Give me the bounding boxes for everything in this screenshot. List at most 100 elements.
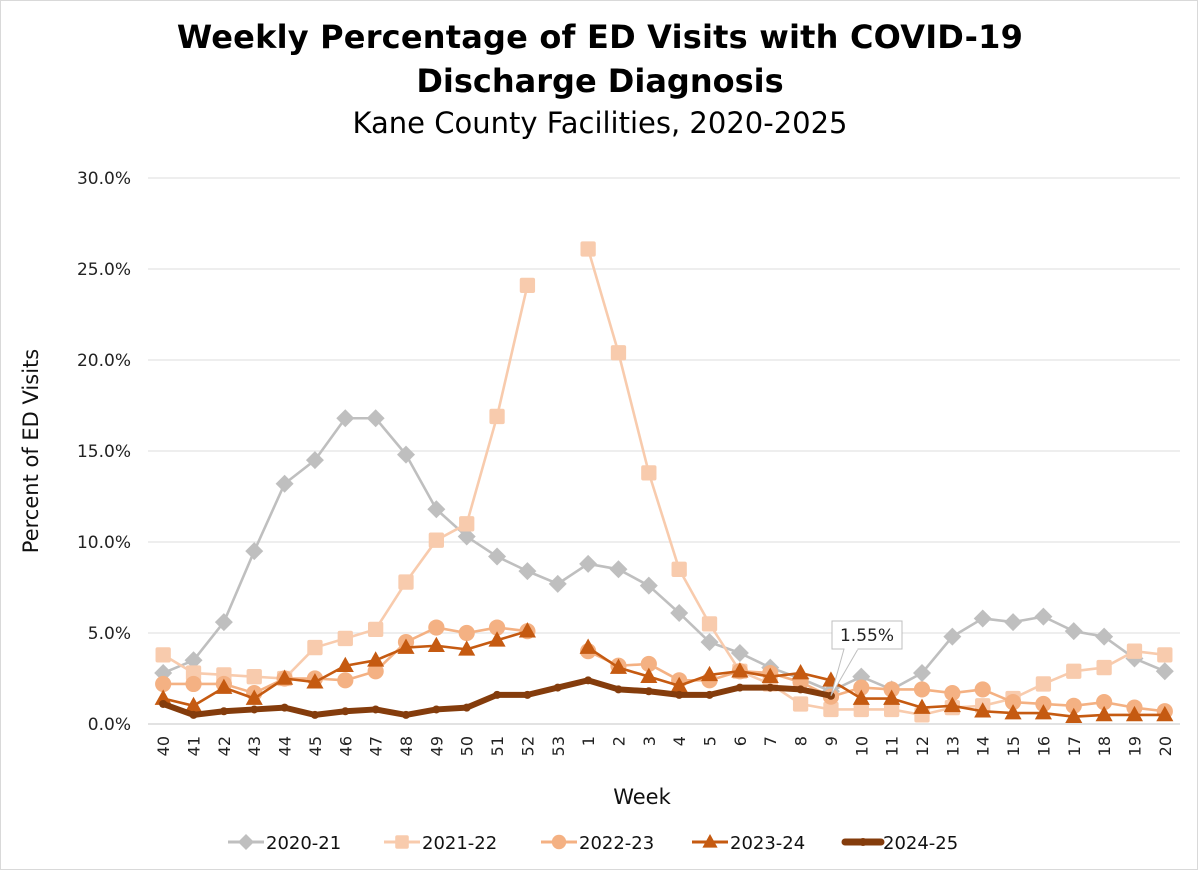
data-point [488,547,507,566]
x-tick-label: 15 [1004,736,1023,756]
x-tick-label: 13 [943,736,962,756]
x-tick-label: 9 [822,736,841,746]
legend-marker [395,835,409,849]
callout-label: 1.55% [840,626,894,646]
x-tick-label: 4 [670,736,689,746]
data-point [250,705,259,714]
data-point [1004,704,1022,720]
data-point [184,651,203,670]
legend-label: 2023-24 [730,833,805,854]
data-point [398,574,414,590]
data-point [735,683,744,692]
x-tick-label: 16 [1034,736,1053,756]
x-tick-label: 43 [245,736,264,756]
data-point [428,532,445,548]
data-point [366,409,385,428]
legend-marker [238,834,254,850]
data-point [214,613,233,632]
y-tick-label: 15.0% [77,442,131,462]
legend-label: 2022-23 [579,833,654,854]
x-tick-label: 3 [640,736,659,746]
x-tick-label: 50 [458,736,477,756]
data-point [644,687,653,696]
data-point [189,710,198,719]
x-tick-label: 48 [397,736,416,756]
chart-subtitle: Kane County Facilities, 2020-2025 [352,106,848,140]
data-point [159,699,168,708]
x-tick-label: 51 [488,736,507,756]
data-point [337,630,353,647]
legend-item: 2022-23 [541,833,654,854]
data-point [584,676,593,685]
x-tick-label: 47 [367,736,386,756]
data-point [913,698,931,714]
data-point [185,675,202,693]
data-point [1126,643,1143,659]
data-point [1035,695,1052,713]
data-point [700,665,719,682]
data-point [427,636,445,653]
data-point [215,678,233,694]
x-tick-label: 7 [761,736,780,746]
data-point [154,689,172,705]
data-point [883,689,901,705]
data-point [276,669,294,685]
data-point [553,683,562,692]
data-point [548,574,567,593]
x-axis-title: Week [613,785,671,809]
data-point [155,647,171,663]
data-point [671,561,687,577]
legend-marker [859,838,867,846]
legend-item: 2020-21 [228,833,341,854]
data-point [1004,694,1022,711]
data-point [610,345,627,361]
data-point [402,710,410,719]
data-point [305,451,324,470]
data-point [609,560,628,579]
x-tick-label: 19 [1125,736,1144,756]
data-point [579,638,597,654]
data-point [766,683,775,692]
x-tick-label: 8 [792,736,811,746]
data-point [245,689,263,705]
legend-item: 2024-25 [841,833,958,854]
legend: 2020-21 2021-22 2022-23 2023-24 2024-25 [228,833,958,854]
data-point [458,624,475,642]
y-tick-label: 25.0% [77,260,131,280]
data-point [1096,694,1113,711]
series-line [586,646,1167,719]
data-point [1095,627,1114,646]
data-point [731,662,749,678]
data-point [761,667,779,683]
y-axis-ticks: 0.0% 5.0% 10.0% 15.0% 20.0% 25.0% 30.0% [77,169,131,735]
y-tick-label: 0.0% [88,715,131,735]
data-point [670,676,688,693]
x-tick-label: 41 [185,736,204,756]
data-point [670,603,689,622]
data-point [306,673,324,689]
series-group [154,241,1174,724]
data-point [1125,705,1144,722]
chart-title-line2: Discharge Diagnosis [416,62,784,100]
data-point [883,681,900,698]
data-point [432,705,441,714]
legend-marker [702,834,718,848]
data-point [336,409,355,428]
data-point [1065,697,1082,714]
x-tick-label: 1 [579,736,598,746]
data-point [1035,676,1052,692]
data-point [641,465,657,481]
x-tick-label: 10 [852,736,871,756]
data-point [853,679,870,696]
x-tick-label: 45 [306,736,325,756]
data-point [973,609,992,628]
legend-label: 2021-22 [422,833,497,854]
data-point [974,681,991,698]
x-tick-label: 46 [336,736,355,756]
x-tick-label: 18 [1095,736,1114,756]
data-point [1095,705,1113,722]
data-point [1156,705,1174,722]
data-point [796,685,805,694]
data-point [458,640,476,656]
data-point [246,669,262,685]
